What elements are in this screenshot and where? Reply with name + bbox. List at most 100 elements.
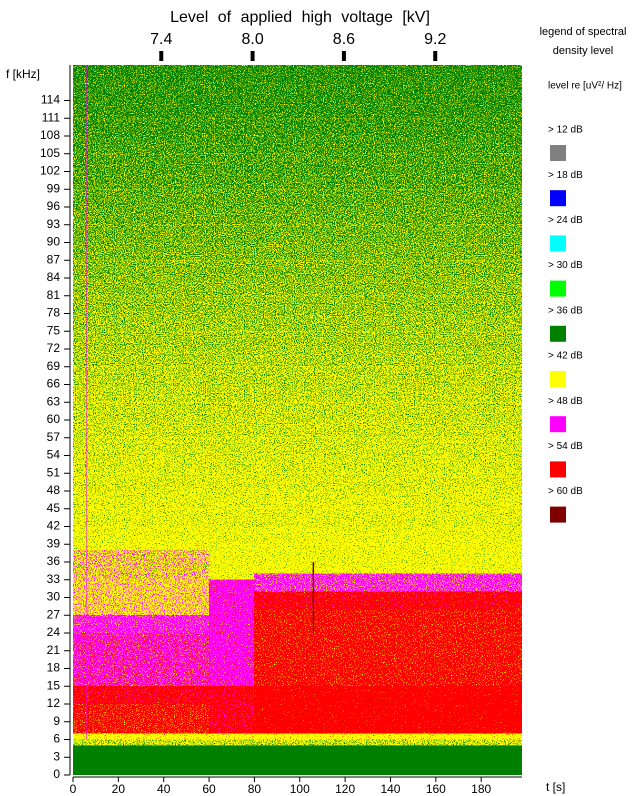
legend-label: > 54 dB <box>548 441 583 452</box>
y-tick-label: 78 <box>47 306 61 320</box>
spectrogram-region <box>73 508 522 527</box>
x2-tick <box>250 51 255 61</box>
x2-tick <box>433 51 438 61</box>
spectrogram-region <box>73 82 522 101</box>
legend-swatch <box>550 190 566 207</box>
y-tick-label: 66 <box>47 377 61 391</box>
y-tick-label: 30 <box>47 590 61 604</box>
spectrogram-region <box>73 171 522 190</box>
y-tick-label: 87 <box>47 252 61 266</box>
legend-label: > 48 dB <box>548 396 583 407</box>
y-tick-label: 102 <box>40 164 60 178</box>
spectrogram-region <box>73 260 522 278</box>
spectrogram-region <box>73 118 522 136</box>
y-tick-label: 105 <box>40 146 60 160</box>
chart-title: Level of applied high voltage [kV] <box>170 9 430 26</box>
x-tick-label: 100 <box>290 782 310 796</box>
y-tick-label: 96 <box>47 199 61 213</box>
y-tick-label: 84 <box>47 270 61 284</box>
legend-label: > 60 dB <box>548 486 583 497</box>
y-tick-label: 48 <box>47 483 61 497</box>
y-tick-label: 90 <box>47 235 61 249</box>
spectrogram <box>73 65 523 775</box>
legend-title: density level <box>553 45 614 57</box>
x-tick-label: 120 <box>335 782 355 796</box>
legend-title: legend of spectral <box>540 26 627 38</box>
y-tick-label: 72 <box>47 341 61 355</box>
y-tick-label: 39 <box>47 536 61 550</box>
y-tick-label: 57 <box>47 430 61 444</box>
spectrogram-region <box>73 455 522 474</box>
legend-swatch <box>550 145 566 161</box>
spectrogram-region <box>73 526 522 545</box>
spectrogram-region <box>73 65 522 83</box>
spectrogram-region <box>73 633 210 687</box>
legend-swatch <box>550 371 566 387</box>
spectrogram-region <box>73 153 522 172</box>
y-tick-label: 0 <box>53 767 60 781</box>
x-tick-label: 0 <box>70 782 77 796</box>
y-tick-label: 36 <box>47 554 61 568</box>
y-tick-label: 99 <box>47 181 61 195</box>
y-tick-label: 12 <box>47 696 61 710</box>
x-tick-label: 140 <box>380 782 400 796</box>
x2-tick-label: 7.4 <box>150 31 172 48</box>
legend-label: > 42 dB <box>548 351 583 362</box>
spectrogram-region <box>73 331 522 349</box>
spectrogram-region <box>73 349 522 367</box>
spectrogram-region <box>73 384 522 403</box>
legend-swatch <box>550 506 566 523</box>
spectrogram-region <box>73 745 522 775</box>
y-tick-label: 51 <box>47 465 61 479</box>
spectrogram-region <box>73 224 522 243</box>
spectrogram-region <box>73 366 522 385</box>
legend-label: > 36 dB <box>548 305 583 316</box>
x2-tick <box>159 51 164 61</box>
x-tick-label: 40 <box>157 782 171 796</box>
spectrogram-region <box>73 739 522 746</box>
legend-label: > 18 dB <box>548 170 583 181</box>
spectrogram-region <box>73 473 522 491</box>
y-tick-label: 63 <box>47 394 61 408</box>
legend-swatch <box>550 416 566 433</box>
legend-label: > 30 dB <box>548 260 583 271</box>
y-tick-label: 69 <box>47 359 61 373</box>
legend-swatch <box>550 325 566 342</box>
spectrogram-region <box>73 550 210 616</box>
spectrogram-region <box>73 242 522 261</box>
y-tick-label: 33 <box>47 572 61 586</box>
legend-swatch <box>550 461 566 478</box>
y-tick-label: 15 <box>47 678 61 692</box>
y-tick-label: 75 <box>47 323 61 337</box>
y-tick-label: 21 <box>47 643 61 657</box>
legend-label: > 24 dB <box>548 215 583 226</box>
legend-unit: level re [uV²/ Hz] <box>548 81 622 92</box>
spectrogram-region <box>73 686 522 740</box>
y-tick-label: 108 <box>40 128 60 142</box>
spectrogram-region <box>209 579 255 704</box>
x-axis-label: t [s] <box>546 780 565 794</box>
spectrogram-region <box>73 278 522 296</box>
y-tick-label: 93 <box>47 217 61 231</box>
spectrogram-region <box>73 295 522 314</box>
y-tick-label: 60 <box>47 412 61 426</box>
x-tick-label: 60 <box>202 782 216 796</box>
legend-swatch <box>550 280 566 297</box>
y-tick-label: 42 <box>47 519 61 533</box>
spectrogram-region <box>73 437 522 456</box>
y-tick-label: 3 <box>53 749 60 763</box>
x2-tick-label: 8.6 <box>333 31 355 48</box>
y-tick-label: 6 <box>53 732 60 746</box>
y-tick-label: 27 <box>47 607 61 621</box>
x-tick-label: 20 <box>112 782 126 796</box>
y-tick-label: 24 <box>47 625 61 639</box>
spectrogram-region <box>73 420 522 438</box>
y-axis-label: f [kHz] <box>6 67 40 81</box>
x2-tick-label: 9.2 <box>424 31 446 48</box>
legend-label: > 12 dB <box>548 125 583 136</box>
y-tick-label: 114 <box>41 93 60 107</box>
spectrogram-region <box>73 189 522 207</box>
x2-tick-label: 8.0 <box>241 31 263 48</box>
